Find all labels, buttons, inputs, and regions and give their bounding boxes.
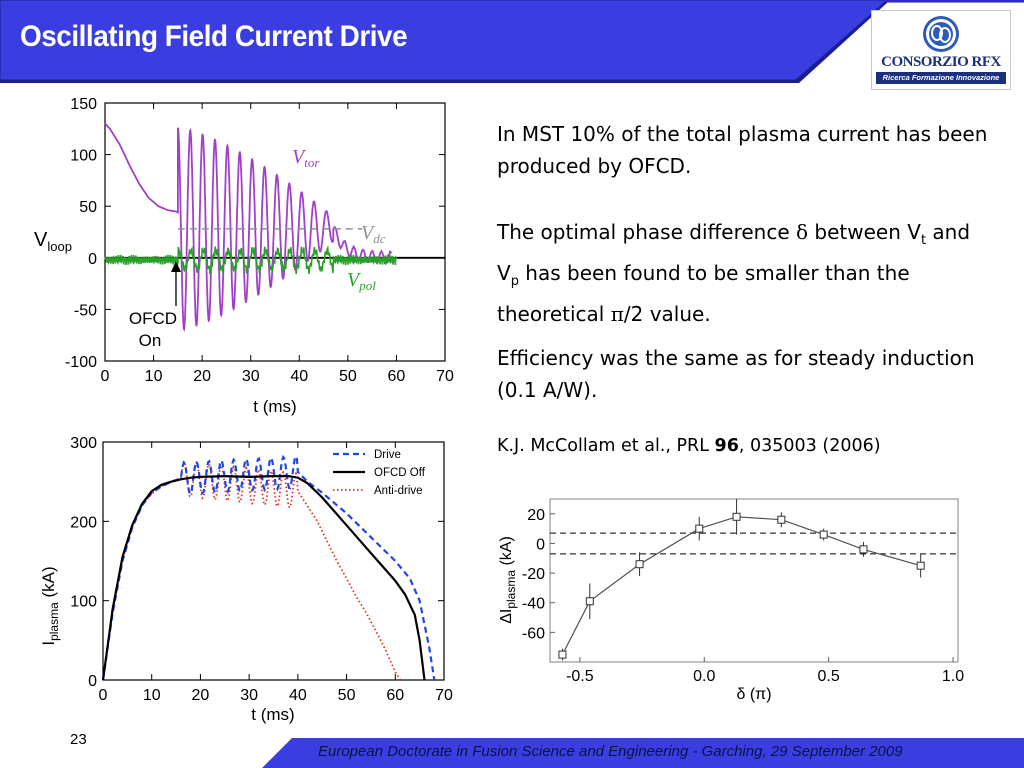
vtor-series-line	[104, 122, 393, 333]
reference-citation: K.J. McCollam et al., PRL 96, 035003 (20…	[497, 436, 881, 456]
vloop-x-tick-label: 0	[101, 368, 110, 385]
delta-x-axis-label: δ (π)	[736, 686, 771, 703]
vloop-y-tick-label: -100	[65, 354, 97, 371]
vpol-label: Vpol	[347, 269, 376, 293]
delta-y-tick-label: -60	[522, 625, 545, 642]
vloop-x-tick-label: 20	[193, 368, 211, 385]
vloop-y-tick-label: -50	[74, 302, 97, 319]
consorzio-rfx-logo: CONSORZIO RFX Ricerca Formazione Innovaz…	[871, 10, 1011, 90]
vloop-x-tick-label: 40	[290, 368, 308, 385]
delta-y-tick-label: 0	[536, 536, 545, 553]
iplasma-x-tick-label: 20	[192, 687, 210, 704]
delta-y-tick-label: 20	[527, 507, 545, 524]
page-number: 23	[70, 731, 87, 748]
iplasma-x-tick-label: 0	[99, 687, 108, 704]
footer-band	[262, 738, 1024, 768]
delta-x-tick-label: 1.0	[942, 668, 964, 685]
iplasma-y-tick-label: 300	[70, 435, 97, 452]
vloop-y-axis-label: Vloop	[34, 229, 72, 254]
delta-data-point	[732, 512, 741, 521]
vloop-y-tick-label: 50	[79, 199, 97, 216]
paragraph-ofcd-fraction: In MST 10% of the total plasma current h…	[497, 122, 988, 178]
paragraph-phase-difference: The optimal phase difference δ between V…	[497, 220, 971, 326]
iplasma-x-tick-label: 40	[289, 687, 307, 704]
iplasma-x-tick-label: 10	[143, 687, 161, 704]
delta-data-point	[777, 515, 786, 524]
iplasma-x-tick-label: 70	[435, 687, 453, 704]
anti-drive-series-line	[102, 459, 401, 681]
delta-data-point	[635, 560, 644, 569]
delta-x-tick-label: 0.5	[818, 668, 840, 685]
vloop-x-tick-label: 30	[242, 368, 260, 385]
vloop-x-tick-label: 70	[436, 368, 454, 385]
slide-title: Oscillating Field Current Drive	[20, 20, 408, 53]
vloop-y-tick-label: 150	[70, 96, 97, 113]
delta-data-point	[585, 597, 594, 606]
paragraph-efficiency: Efficiency was the same as for steady in…	[497, 346, 975, 402]
ofcd-label-line1: OFCD	[129, 309, 177, 328]
iplasma-y-tick-label: 0	[88, 673, 97, 690]
ofcd-label-line2: On	[139, 331, 162, 350]
iplasma-y-tick-label: 200	[70, 514, 97, 531]
delta-x-tick-label: -0.5	[566, 668, 594, 685]
iplasma-x-axis-label: t (ms)	[251, 705, 294, 724]
logo-emblem-icon	[923, 16, 959, 52]
legend-ofcd-off-label: OFCD Off	[374, 467, 426, 479]
delta-data-point	[558, 650, 567, 659]
header-band	[0, 0, 1024, 83]
delta-data-point	[859, 545, 868, 554]
delta-data-point	[819, 530, 828, 539]
vloop-x-tick-label: 50	[339, 368, 357, 385]
vtor-label: Vtor	[292, 146, 320, 170]
delta-y-tick-label: -40	[522, 596, 545, 613]
iplasma-legend: Drive OFCD Off Anti-drive	[333, 449, 426, 497]
vdc-label: Vdc	[361, 222, 386, 246]
legend-anti-drive-label: Anti-drive	[374, 485, 423, 497]
iplasma-y-axis-label: Iplasma (kA)	[39, 566, 61, 645]
delta-y-tick-label: -20	[522, 566, 545, 583]
logo-tagline: Ricerca Formazione Innovazione	[876, 72, 1006, 84]
delta-plot-frame	[549, 498, 959, 663]
ofcd-off-series-line	[101, 474, 426, 681]
vloop-x-tick-label: 60	[388, 368, 406, 385]
legend-drive-label: Drive	[374, 449, 401, 461]
iplasma-x-tick-label: 50	[338, 687, 356, 704]
iplasma-x-tick-label: 60	[386, 687, 404, 704]
logo-name: CONSORZIO RFX	[881, 54, 1001, 70]
delta-y-axis-label: ΔIplasma (kA)	[498, 536, 518, 624]
vloop-x-axis-label: t (ms)	[253, 397, 296, 416]
vloop-plot-frame	[104, 102, 446, 362]
vloop-chart: 0 10 20 30 40 50 60 70 150 100 50 0 -50 -100 Vloop t …	[34, 96, 454, 416]
footer-text: European Doctorate in Fusion Science and…	[318, 743, 903, 760]
vpol-series-line	[104, 244, 398, 275]
delta-data-point	[695, 524, 704, 533]
iplasma-chart: 0 10 20 30 40 50 60 70 300 200 100 0 Iplasma (kA) t…	[39, 435, 453, 724]
vloop-y-tick-label: 0	[88, 251, 97, 268]
iplasma-x-tick-label: 30	[240, 687, 258, 704]
delta-x-tick-label: 0.0	[693, 668, 715, 685]
vloop-y-tick-label: 100	[70, 148, 97, 165]
ofcd-arrow-head	[171, 261, 181, 272]
iplasma-y-tick-label: 100	[70, 594, 97, 611]
delta-data-point	[916, 561, 925, 570]
vloop-x-tick-label: 10	[145, 368, 163, 385]
